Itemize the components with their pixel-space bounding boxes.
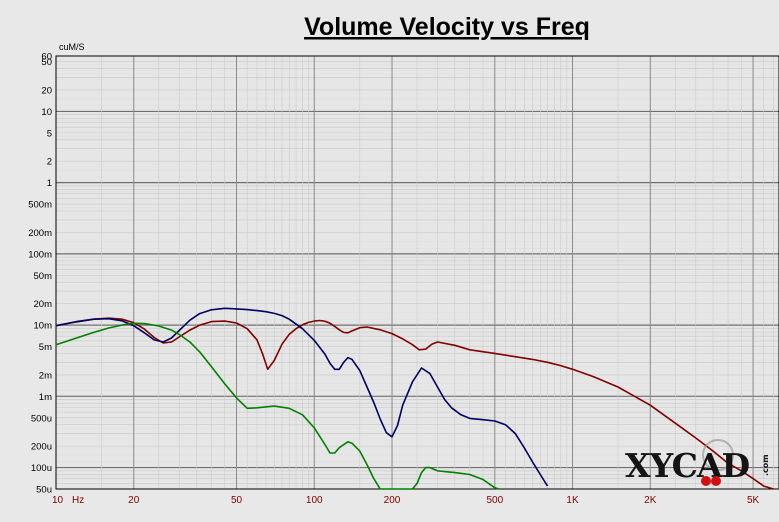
decade-band bbox=[56, 396, 779, 475]
series-line-2 bbox=[55, 307, 549, 487]
y-tick-label: 100u bbox=[31, 463, 52, 474]
y-tick-label: 5 bbox=[47, 128, 52, 139]
x-tick-label: 50 bbox=[231, 495, 243, 506]
y-tick-label: 10m bbox=[34, 321, 53, 332]
x-tick-label: 1K bbox=[566, 495, 579, 506]
y-tick-label: 1 bbox=[47, 178, 52, 189]
y-tick-label: 1m bbox=[39, 392, 52, 403]
x-tick-label: 20 bbox=[128, 495, 140, 506]
logo-red-dot-icon bbox=[711, 476, 721, 486]
logo-domain-suffix: .com bbox=[761, 454, 770, 476]
y-tick-label: 10 bbox=[41, 107, 52, 118]
y-tick-label: 20 bbox=[41, 85, 52, 96]
x-tick-label: 200 bbox=[384, 495, 401, 506]
logo-swoosh-icon bbox=[702, 439, 734, 471]
y-tick-label: 50m bbox=[34, 271, 53, 282]
x-unit-label: Hz bbox=[72, 495, 84, 506]
xycad-logo: XYCAD .com bbox=[625, 439, 770, 486]
plot-area-frame bbox=[55, 55, 779, 490]
y-tick-label: 100m bbox=[28, 249, 52, 260]
y-tick-label: 2 bbox=[47, 157, 52, 168]
logo-red-dot-icon bbox=[701, 476, 711, 486]
y-tick-label: 500m bbox=[28, 200, 52, 211]
decade-band bbox=[56, 253, 779, 333]
decade-band bbox=[56, 325, 779, 404]
x-tick-label: 5K bbox=[747, 495, 760, 506]
decade-band bbox=[56, 56, 779, 119]
y-tick-label: 50u bbox=[36, 485, 52, 496]
y-tick-label: 2m bbox=[39, 370, 52, 381]
y-unit-label: cuM/S bbox=[59, 42, 85, 52]
y-tick-label: 500u bbox=[31, 413, 52, 424]
y-tick-label: 200u bbox=[31, 442, 52, 453]
decade-band bbox=[56, 111, 779, 190]
x-tick-label: 100 bbox=[306, 495, 323, 506]
y-tick-label: 60 bbox=[41, 52, 52, 63]
y-tick-label: 50 bbox=[41, 57, 52, 68]
series-line-3 bbox=[55, 322, 500, 490]
chart-title: Volume Velocity vs Freq bbox=[304, 13, 590, 41]
x-tick-label: 2K bbox=[644, 495, 657, 506]
y-tick-label: 200m bbox=[28, 228, 52, 239]
y-tick-label: 5m bbox=[39, 342, 52, 353]
y-tick-label: 20m bbox=[34, 299, 53, 310]
decade-band bbox=[56, 182, 779, 261]
series-line-1 bbox=[55, 317, 774, 490]
x-tick-label: 10 bbox=[52, 495, 64, 506]
logo-wordmark: XYCAD bbox=[625, 446, 749, 485]
x-tick-label: 500 bbox=[486, 495, 503, 506]
